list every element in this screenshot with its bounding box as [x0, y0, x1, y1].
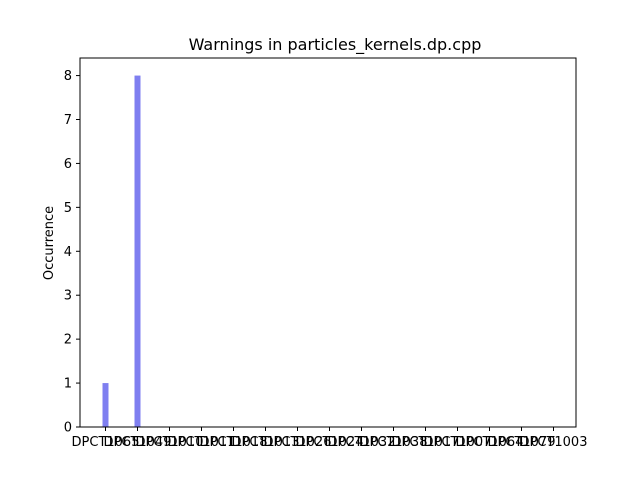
x-tick-label: DPCT1024	[296, 435, 364, 450]
x-tick-label: DPCT1017	[392, 435, 460, 450]
x-tick-label: DPCT1026	[264, 435, 332, 450]
x-tick-label: DPCT1049	[104, 435, 172, 450]
y-tick-label: 4	[64, 245, 72, 260]
chart-title: Warnings in particles_kernels.dp.cpp	[189, 35, 482, 55]
x-tick-label: DPCT1064	[456, 435, 524, 450]
y-tick-label: 0	[64, 421, 72, 436]
x-tick-label: DPCT1032	[328, 435, 396, 450]
y-tick-label: 7	[64, 113, 72, 128]
y-tick-label: 5	[64, 201, 72, 216]
x-tick-label: DPCT1011	[168, 435, 236, 450]
y-tick-label: 1	[64, 377, 72, 392]
plot-frame	[79, 57, 577, 428]
y-tick-label: 6	[64, 157, 72, 172]
y-axis-label: Occurrence	[42, 206, 57, 280]
bars	[102, 75, 141, 428]
bar-DPCT1049	[134, 75, 141, 428]
x-tick-label: DPCT1010	[136, 435, 204, 450]
x-tick-label: DPCT1007	[424, 435, 492, 450]
x-axis-ticks: DPCT1065DPCT1049DPCT1010DPCT1011DPCT1018…	[72, 427, 588, 450]
x-tick-label: DPCT1003	[520, 435, 588, 450]
y-tick-label: 2	[64, 333, 72, 348]
x-tick-label: DPCT1013	[232, 435, 300, 450]
x-tick-label: DPCT1065	[72, 435, 140, 450]
x-tick-label: DPCT1079	[488, 435, 556, 450]
x-tick-label: DPCT1038	[360, 435, 428, 450]
y-axis-ticks: 0 1 2 3 4 5 6 7 8	[64, 69, 80, 436]
y-tick-label: 3	[64, 289, 72, 304]
y-tick-label: 8	[64, 69, 72, 84]
bar-DPCT1065	[102, 383, 109, 427]
x-tick-label: DPCT1018	[200, 435, 268, 450]
